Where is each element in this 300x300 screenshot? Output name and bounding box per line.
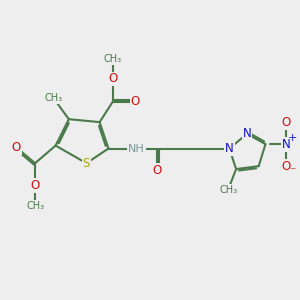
Text: NH: NH (128, 143, 145, 154)
Text: CH₃: CH₃ (26, 201, 44, 211)
Text: N: N (225, 142, 234, 155)
Text: O: O (11, 141, 21, 154)
Text: N: N (282, 138, 290, 151)
Text: CH₃: CH₃ (44, 93, 62, 103)
Text: N: N (243, 128, 251, 140)
Text: O: O (131, 95, 140, 108)
Text: ⁻: ⁻ (289, 165, 296, 178)
Text: O: O (108, 73, 118, 85)
Text: +: + (288, 133, 297, 143)
Text: CH₃: CH₃ (104, 54, 122, 64)
Text: CH₃: CH₃ (219, 184, 237, 195)
Text: O: O (152, 164, 161, 177)
Text: O: O (281, 160, 291, 172)
Text: O: O (281, 116, 291, 129)
Text: S: S (83, 157, 90, 170)
Text: O: O (30, 179, 40, 192)
